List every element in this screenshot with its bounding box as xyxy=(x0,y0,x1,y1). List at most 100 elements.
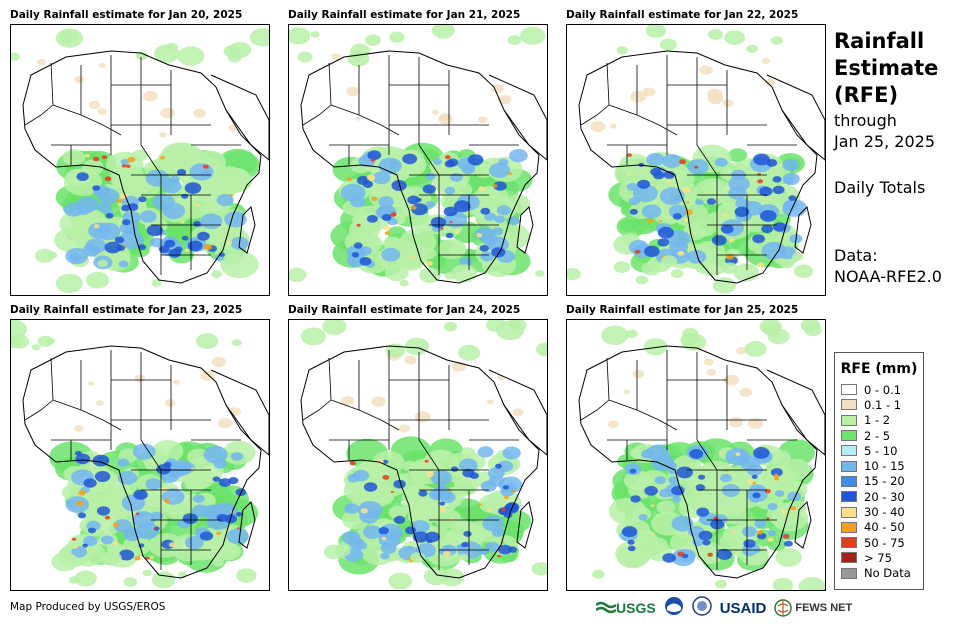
rainfall-area xyxy=(728,417,744,428)
panel-title-4: Daily Rainfall estimate for Jan 23, 2025 xyxy=(10,304,243,316)
rainfall-area xyxy=(782,172,800,186)
legend-swatch xyxy=(841,430,857,442)
rainfall-area xyxy=(139,210,157,223)
rainfall-area xyxy=(347,473,360,483)
rainfall-area xyxy=(120,158,130,166)
rainfall-area xyxy=(686,249,707,264)
legend-swatch xyxy=(841,537,857,549)
legend-item: 1 - 2 xyxy=(835,413,923,428)
rainfall-area xyxy=(520,26,546,45)
rainfall-area xyxy=(353,242,363,249)
rainfall-area xyxy=(211,270,223,279)
rainfall-area xyxy=(383,225,391,231)
legend-swatch xyxy=(841,506,857,518)
rainfall-area xyxy=(418,490,428,497)
rainfall-area xyxy=(75,453,91,465)
rainfall-area xyxy=(117,470,138,485)
madagascar-coastline xyxy=(238,501,256,549)
rainfall-area xyxy=(410,213,436,232)
legend-swatch xyxy=(841,475,857,487)
rainfall-area xyxy=(732,530,737,534)
rainfall-area xyxy=(346,86,360,97)
rainfall-area xyxy=(165,42,178,52)
panel-title-5: Daily Rainfall estimate for Jan 24, 2025 xyxy=(288,304,521,316)
rainfall-area xyxy=(156,464,171,475)
rainfall-area xyxy=(728,238,735,243)
rainfall-area xyxy=(405,526,417,535)
rainfall-area xyxy=(100,535,114,545)
panel-title-3: Daily Rainfall estimate for Jan 22, 2025 xyxy=(566,9,799,21)
side-date: Jan 25, 2025 xyxy=(834,132,935,151)
rainfall-area xyxy=(367,150,382,161)
rainfall-area xyxy=(104,176,112,182)
rainfall-area xyxy=(144,459,160,471)
rainfall-area xyxy=(761,466,799,494)
rainfall-map-3 xyxy=(566,24,826,296)
rainfall-area xyxy=(489,162,511,178)
legend-label: 20 - 30 xyxy=(864,489,905,504)
rainfall-area xyxy=(92,185,101,191)
rainfall-area xyxy=(358,246,372,256)
rainfall-area xyxy=(641,261,661,276)
rainfall-area xyxy=(722,99,734,107)
rainfall-area xyxy=(407,195,420,205)
rainfall-area xyxy=(431,486,452,501)
rainfall-area xyxy=(666,462,678,470)
map-canvas xyxy=(11,28,269,293)
rainfall-area xyxy=(161,179,182,194)
rainfall-area xyxy=(783,199,799,211)
rainfall-area xyxy=(85,238,107,254)
africa-coastline xyxy=(578,345,818,579)
rainfall-area xyxy=(177,46,205,66)
rainfall-area xyxy=(719,531,750,553)
rainfall-area xyxy=(393,479,406,489)
rainfall-area xyxy=(227,240,233,245)
madagascar-coastline xyxy=(794,206,812,254)
rainfall-area xyxy=(736,347,747,355)
rainfall-area xyxy=(76,172,89,182)
rainfall-area xyxy=(224,211,247,228)
rainfall-area xyxy=(444,186,456,195)
rainfall-area xyxy=(761,58,771,64)
rainfall-area xyxy=(646,537,668,553)
rainfall-area xyxy=(384,264,409,282)
legend-item: 10 - 15 xyxy=(835,458,923,473)
rainfall-area xyxy=(498,94,512,105)
rainfall-area xyxy=(627,539,635,545)
rainfall-area xyxy=(230,452,243,461)
rainfall-area xyxy=(160,107,176,119)
legend-item: 5 - 10 xyxy=(835,443,923,458)
rainfall-area xyxy=(289,27,311,45)
rainfall-area xyxy=(534,270,545,277)
rainfall-area xyxy=(437,238,467,260)
rainfall-area xyxy=(767,503,778,511)
country-border xyxy=(52,399,122,431)
rainfall-area xyxy=(752,481,756,485)
rainfall-area xyxy=(93,224,100,229)
rainfall-area xyxy=(95,222,121,241)
rainfall-area xyxy=(706,198,716,205)
rainfall-area xyxy=(432,109,439,115)
rainfall-area xyxy=(728,176,750,192)
rainfall-area xyxy=(393,515,406,524)
rainfall-area xyxy=(76,500,84,507)
rainfall-area xyxy=(55,273,83,293)
arabia-coastline xyxy=(488,369,547,456)
legend-label: 0.1 - 1 xyxy=(864,397,902,412)
panel-title-6: Daily Rainfall estimate for Jan 25, 2025 xyxy=(566,304,799,316)
rainfall-area xyxy=(425,172,436,180)
rainfall-area xyxy=(454,229,460,234)
rainfall-area xyxy=(131,511,156,528)
madagascar-coastline xyxy=(516,501,534,549)
rainfall-area xyxy=(96,506,111,516)
rainfall-area xyxy=(743,539,756,548)
rainfall-area xyxy=(497,375,505,381)
rainfall-area xyxy=(478,503,482,506)
rainfall-area xyxy=(430,470,452,486)
rainfall-area xyxy=(443,321,458,332)
rainfall-area xyxy=(746,44,758,53)
rainfall-area xyxy=(370,158,375,162)
rainfall-area xyxy=(176,169,187,176)
rainfall-area xyxy=(632,184,658,203)
rainfall-area xyxy=(164,239,176,248)
